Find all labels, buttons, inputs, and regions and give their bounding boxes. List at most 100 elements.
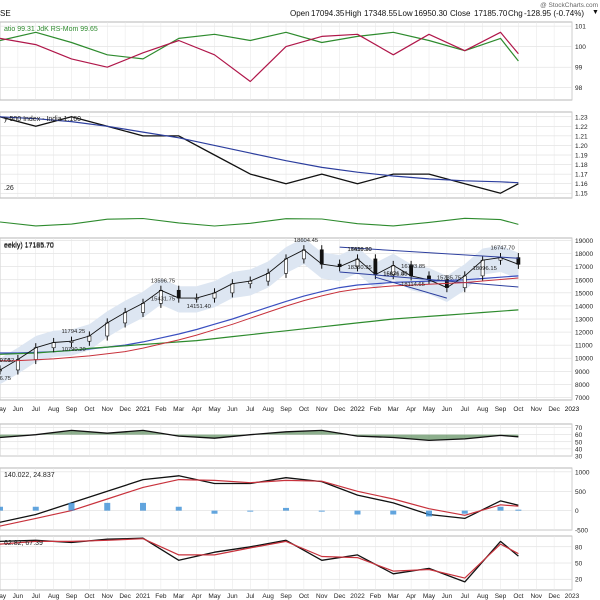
- x-axis-label: Nov: [101, 406, 113, 413]
- macd-histogram-bar: [354, 510, 361, 515]
- price-candle: [176, 289, 181, 299]
- price-panel-ytick: 15000: [575, 290, 593, 297]
- price-candle: [319, 249, 324, 265]
- price-data-label: 18096.15: [473, 266, 497, 272]
- x-axis-label-bottom: Apr: [406, 593, 417, 600]
- macd-panel-series-line: [0, 475, 519, 523]
- x-axis-label-bottom: Aug: [48, 593, 60, 600]
- x-axis-label: Nov: [530, 406, 542, 413]
- x-axis-label: Mar: [173, 406, 185, 413]
- price-data-label: 18350.95: [348, 265, 372, 271]
- macd-histogram-bar: [104, 502, 111, 511]
- chg-arrow-icon: ▼: [592, 9, 599, 16]
- x-axis-label-bottom: Nov: [530, 593, 542, 600]
- chg-value: -128.95 (-0.74%): [524, 9, 585, 18]
- symbol-fragment: SE: [0, 9, 11, 18]
- bollinger-band-area: [0, 238, 519, 385]
- price-candle: [230, 283, 235, 294]
- jdk-panel-ytick: 99: [575, 65, 583, 72]
- x-axis-label-bottom: Nov: [316, 593, 328, 600]
- ratio-panel-series-line: [0, 116, 519, 184]
- price-data-label: 15735.75: [437, 276, 461, 282]
- x-axis-label: Feb: [155, 406, 167, 413]
- adx-panel-ytick: 40: [575, 446, 583, 453]
- price-panel-ytick: 17000: [575, 264, 593, 271]
- x-axis-label: Aug: [477, 406, 489, 413]
- close-label: Close: [450, 9, 471, 18]
- x-axis-label: 2023: [565, 406, 580, 413]
- x-axis-label: May: [0, 406, 7, 413]
- x-axis-label-bottom: Apr: [192, 593, 203, 600]
- channel-lower-line: [339, 271, 519, 288]
- support-line: [375, 276, 448, 299]
- x-axis-label: Oct: [84, 406, 94, 413]
- stoch-panel-ytick: 50: [575, 561, 583, 568]
- macd-histogram-bar: [515, 509, 522, 511]
- macd-histogram-bar: [461, 510, 468, 514]
- price-data-label: 18114.65: [401, 282, 425, 288]
- x-axis-label-bottom: Nov: [101, 593, 113, 600]
- x-axis-label-bottom: Oct: [84, 593, 94, 600]
- x-axis-label-bottom: Jul: [32, 593, 41, 600]
- price-data-label: 8806.75: [0, 376, 11, 382]
- macd-histogram-bar: [283, 507, 289, 511]
- price-candle: [0, 369, 2, 372]
- price-panel-series-line: [0, 309, 519, 355]
- ratio-panel-ytick: 1.23: [575, 114, 588, 121]
- price-panel-title: eekly) 17185.70: [4, 242, 54, 249]
- x-axis-label: Dec: [548, 406, 560, 413]
- stoch-panel-series-line: [0, 538, 519, 579]
- x-axis-label: Apr: [192, 406, 203, 413]
- ratio-strip-line: [0, 217, 519, 227]
- x-axis-label: Sep: [66, 406, 78, 413]
- macd-histogram-bar: [140, 502, 146, 511]
- x-axis-label-bottom: Mar: [173, 593, 185, 600]
- ratio-panel-ytick: 1.22: [575, 124, 588, 131]
- adx-panel-ytick: 50: [575, 439, 583, 446]
- price-data-label: 13596.75: [151, 278, 175, 284]
- price-panel-ytick: 7000: [575, 395, 590, 402]
- ratio-panel-ytick: 1.17: [575, 172, 588, 179]
- ratio-panel-ytick: 1.19: [575, 153, 588, 160]
- price-data-label: 14151.40: [187, 304, 211, 310]
- price-data-label: 18407.12: [0, 358, 14, 364]
- x-axis-label: Dec: [334, 406, 346, 413]
- x-axis-label-bottom: 2021: [136, 593, 151, 600]
- price-data-label: 18604.45: [294, 238, 318, 244]
- x-axis-label: Aug: [48, 406, 60, 413]
- macd-histogram-bar: [211, 510, 218, 514]
- x-axis-label-bottom: Aug: [477, 593, 489, 600]
- macd-panel-ytick: 0: [575, 508, 579, 515]
- x-axis-label: Mar: [388, 406, 400, 413]
- x-axis-label-bottom: Jun: [13, 593, 24, 600]
- ratio-panel-title: y 500 Index - India 1.160: [4, 116, 81, 123]
- price-candle: [462, 275, 467, 288]
- low-value: 16950.30: [414, 9, 448, 18]
- x-axis-label-bottom: Oct: [299, 593, 309, 600]
- macd-histogram-bar: [318, 510, 325, 512]
- macd-panel-series-line: [0, 479, 519, 527]
- stockcharts-watermark: @ StockCharts.com: [540, 2, 598, 9]
- x-axis-label-bottom: Jul: [461, 593, 470, 600]
- x-axis-label: Oct: [299, 406, 309, 413]
- macd-histogram-bar: [175, 506, 182, 511]
- x-axis-label: Sep: [280, 406, 292, 413]
- x-axis-label-bottom: 2022: [350, 593, 365, 600]
- x-axis-label-bottom: Jul: [246, 593, 255, 600]
- x-axis-label-bottom: May: [0, 593, 7, 600]
- adx-area: [0, 430, 519, 441]
- channel-upper-line: [339, 246, 519, 259]
- price-data-label: 10790.20: [62, 347, 86, 353]
- x-axis-label-bottom: 2023: [565, 593, 580, 600]
- close-value: 17185.70: [474, 9, 508, 18]
- price-panel-ytick: 14000: [575, 303, 593, 310]
- x-axis-label-bottom: Mar: [388, 593, 400, 600]
- macd-histogram-bar: [247, 510, 254, 512]
- x-axis-label-bottom: Feb: [155, 593, 167, 600]
- price-panel-ytick: 19000: [575, 238, 593, 245]
- x-axis-label: Jul: [461, 406, 470, 413]
- x-axis-label-bottom: Aug: [262, 593, 274, 600]
- ratio-panel-ytick: 1.16: [575, 181, 588, 188]
- ratio-panel-ytick: 1.20: [575, 143, 588, 150]
- price-candle: [105, 322, 110, 337]
